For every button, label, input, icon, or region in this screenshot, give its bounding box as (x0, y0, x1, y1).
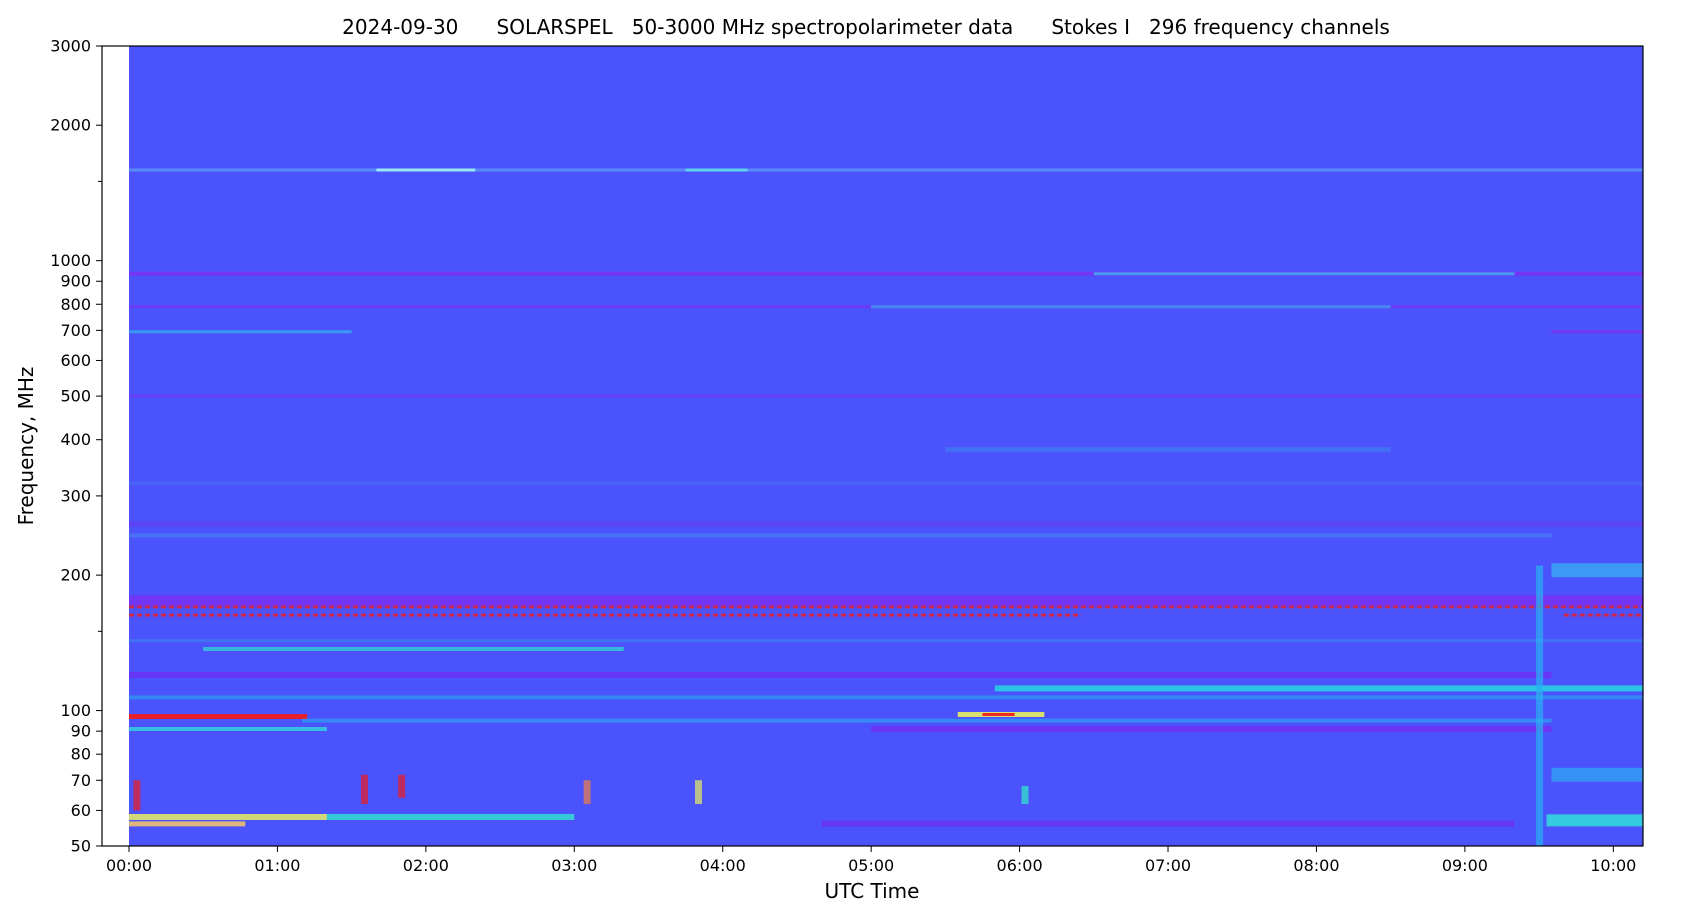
burst-mark-0 (133, 780, 141, 811)
y-axis-label: Frequency, MHz (14, 367, 38, 526)
burst-mark-1 (361, 774, 369, 804)
burst-mark-5 (1021, 785, 1029, 804)
spectral-features (129, 168, 1643, 846)
y-tick-label-8: 400 (60, 430, 91, 449)
y-tick-label-1: 60 (71, 801, 91, 820)
x-tick-label-2: 02:00 (403, 856, 449, 875)
burst-mark-3 (583, 780, 591, 804)
burst-mark-2 (398, 774, 406, 798)
y-tick-label-2: 70 (71, 771, 91, 790)
x-tick-label-10: 10:00 (1590, 856, 1636, 875)
y-tick-label-7: 300 (60, 486, 91, 505)
x-axis-label: UTC Time (825, 879, 920, 903)
y-tick-label-15: 2000 (50, 116, 91, 135)
y-axis: 50 60 70 80 90 100 200 300 400 500 600 700 800 900 100… (50, 37, 102, 856)
x-tick-label-5: 05:00 (848, 856, 894, 875)
x-tick-label-6: 06:00 (997, 856, 1043, 875)
chart-title: 2024-09-30 SOLARSPEL 50-3000 MHz spectro… (342, 15, 1390, 39)
plot-area (101, 45, 1644, 847)
x-tick-label-8: 08:00 (1293, 856, 1339, 875)
y-tick-label-11: 700 (60, 321, 91, 340)
spectrogram-background (129, 46, 1643, 846)
y-tick-label-16: 3000 (50, 37, 91, 56)
y-tick-label-5: 100 (60, 701, 91, 720)
y-tick-label-10: 600 (60, 351, 91, 370)
x-tick-label-1: 01:00 (254, 856, 300, 875)
x-tick-label-4: 04:00 (700, 856, 746, 875)
y-tick-label-6: 200 (60, 566, 91, 585)
x-tick-label-0: 00:00 (106, 856, 152, 875)
y-tick-label-9: 500 (60, 387, 91, 406)
y-tick-label-14: 1000 (50, 251, 91, 270)
x-tick-label-7: 07:00 (1145, 856, 1191, 875)
x-axis: 00:00 01:00 02:00 03:00 04:00 05:00 06:00 07:00… (106, 846, 1636, 875)
y-tick-label-0: 50 (71, 837, 91, 856)
burst-mark-6 (1536, 565, 1544, 846)
x-tick-label-3: 03:00 (551, 856, 597, 875)
x-tick-label-9: 09:00 (1442, 856, 1488, 875)
y-tick-label-13: 900 (60, 272, 91, 291)
plot-frame (101, 45, 1644, 847)
y-tick-label-4: 90 (71, 722, 91, 741)
y-tick-label-12: 800 (60, 295, 91, 314)
burst-mark-4 (694, 780, 702, 804)
y-tick-label-3: 80 (71, 745, 91, 764)
